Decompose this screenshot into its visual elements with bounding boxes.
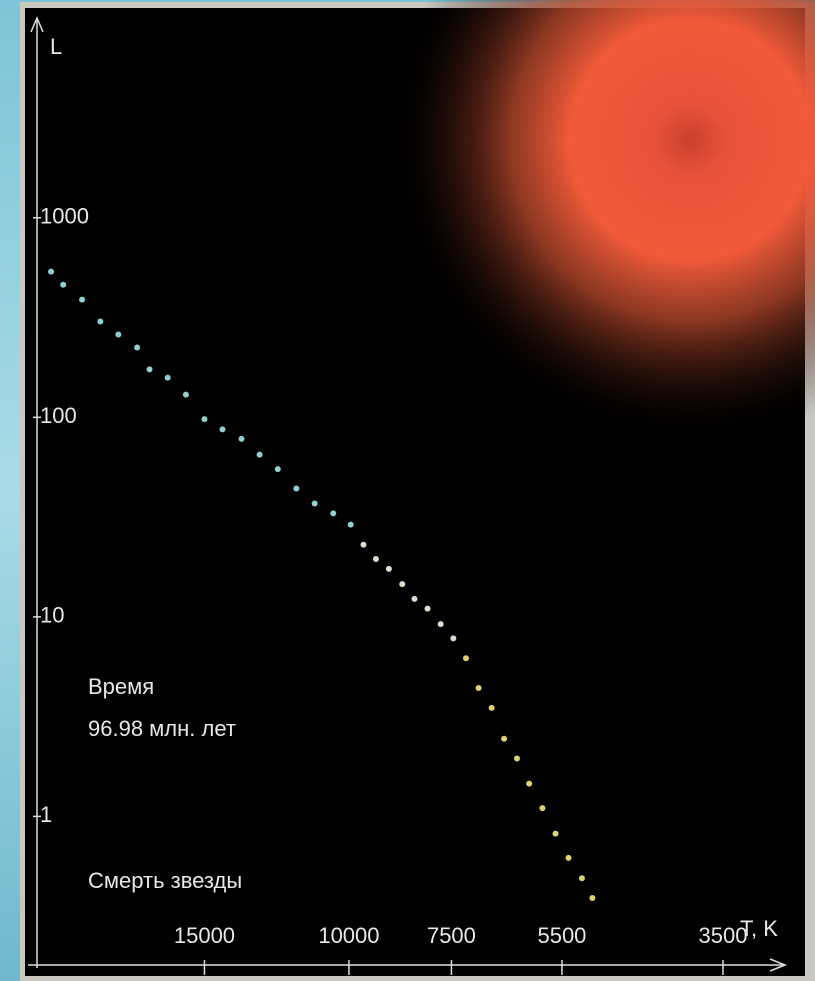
x-tick-label: 7500 [427, 923, 476, 948]
x-tick-label: 3500 [699, 923, 748, 948]
star-point [115, 331, 122, 338]
y-tick-label: 1000 [40, 204, 89, 229]
y-tick-label: 100 [40, 403, 77, 428]
star-point [360, 541, 367, 548]
x-tick-label: 15000 [174, 923, 235, 948]
star-point [488, 704, 495, 711]
star-point [424, 605, 431, 612]
star-point [578, 875, 585, 882]
x-tick-label: 5500 [537, 923, 586, 948]
star-point [589, 894, 596, 901]
star-point [475, 685, 482, 692]
annotation: Время [88, 674, 154, 699]
star-point [552, 830, 559, 837]
star-point [330, 510, 337, 517]
star-point [274, 466, 281, 473]
star-point [399, 581, 406, 588]
x-arrow [769, 958, 788, 972]
y-tick-label: 1 [40, 802, 52, 827]
star-point [182, 391, 189, 398]
x-tick-label: 10000 [318, 923, 379, 948]
star-point [238, 435, 245, 442]
star-point [385, 565, 392, 572]
star-point [347, 521, 354, 528]
annotation: 96.98 млн. лет [88, 716, 236, 741]
star-point [565, 854, 572, 861]
star-point [201, 416, 208, 423]
star-point [146, 366, 153, 373]
y-axis-label: L [50, 34, 62, 59]
star-point [526, 780, 533, 787]
star-point [293, 485, 300, 492]
star-point [411, 595, 418, 602]
star-point [372, 555, 379, 562]
annotation: Смерть звезды [88, 868, 242, 893]
star-point [256, 451, 263, 458]
star-point [539, 805, 546, 812]
star-point [501, 735, 508, 742]
star-point [97, 318, 104, 325]
star-point [48, 268, 55, 275]
star-point [79, 296, 86, 303]
y-arrow [30, 16, 44, 33]
star-point [462, 655, 469, 662]
star-point [134, 344, 141, 351]
star-point [60, 281, 67, 288]
star-point [450, 635, 457, 642]
star-point [513, 755, 520, 762]
star-point [219, 426, 226, 433]
star-point [311, 500, 318, 507]
y-tick-label: 10 [40, 603, 64, 628]
x-axis-label: T, K [740, 916, 778, 941]
star-point [437, 621, 444, 628]
star-point [164, 374, 171, 381]
star-glow [390, 0, 815, 440]
